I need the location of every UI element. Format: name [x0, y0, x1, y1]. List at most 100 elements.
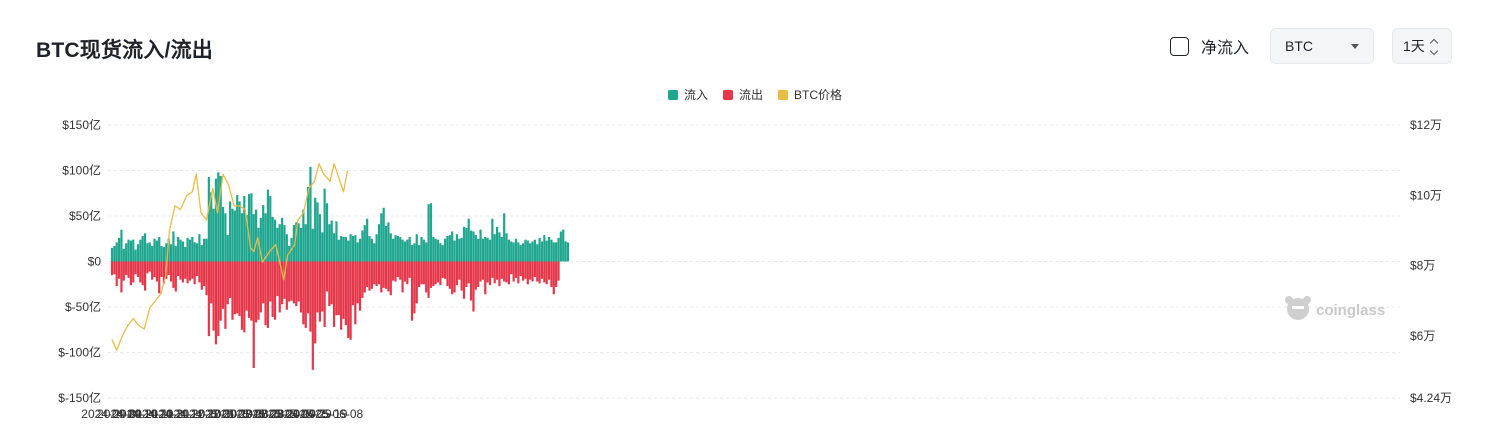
inflow-bar	[552, 242, 555, 262]
outflow-bar	[448, 261, 451, 289]
inflow-bar	[328, 224, 331, 262]
outflow-bar	[342, 261, 345, 319]
net-flow-checkbox[interactable]	[1170, 36, 1189, 56]
asset-select[interactable]: BTC	[1270, 28, 1374, 64]
inflow-bar	[444, 238, 447, 262]
interval-select-value: 1天	[1403, 38, 1425, 54]
inflow-bar	[429, 203, 433, 262]
outflow-bar	[555, 261, 558, 287]
x-tick-label: 2024-11-20	[145, 407, 206, 421]
x-tick-label: 2025-03-20	[239, 407, 301, 421]
outflow-bar	[236, 261, 239, 314]
outflow-bar	[543, 261, 546, 283]
outflow-bar	[288, 261, 291, 302]
inflow-bar	[297, 223, 300, 262]
outflow-bar	[155, 261, 158, 282]
inflow-bar	[141, 236, 144, 262]
inflow-bar	[413, 243, 416, 262]
inflow-bar	[167, 238, 170, 262]
inflow-bar	[316, 202, 319, 262]
inflow-bar	[219, 175, 222, 262]
legend-swatch	[723, 90, 733, 100]
inflow-bar	[370, 238, 373, 262]
outflow-bar	[484, 261, 487, 295]
inflow-bar	[281, 217, 284, 262]
outflow-bar	[169, 261, 173, 282]
inflow-bar	[380, 213, 383, 262]
outflow-bar	[162, 261, 166, 284]
inflow-bar	[198, 234, 201, 262]
outflow-bar	[295, 261, 298, 307]
inflow-bar	[200, 245, 203, 262]
outflow-bar	[550, 261, 553, 287]
inflow-bar	[493, 234, 496, 262]
outflow-bar	[314, 261, 317, 344]
outflow-bar	[151, 261, 154, 280]
net-flow-toggle[interactable]: 净流入	[1170, 28, 1249, 64]
outflow-bar	[396, 261, 399, 277]
y-right-tick-label: $4.24万	[1410, 391, 1452, 405]
outflow-bar	[217, 261, 220, 337]
inflow-bar	[160, 246, 163, 262]
outflow-bar	[477, 261, 480, 287]
outflow-bar	[403, 261, 407, 282]
inflow-bar	[304, 224, 307, 262]
inflow-bar	[193, 242, 196, 262]
inflow-bar	[557, 237, 560, 262]
y-left-tick-label: $0	[88, 255, 102, 269]
inflow-bar	[458, 238, 461, 262]
outflow-bar	[436, 261, 440, 283]
outflow-bar	[529, 261, 532, 280]
inflow-bar	[236, 195, 239, 262]
interval-select[interactable]: 1天	[1392, 28, 1452, 64]
outflow-bar	[351, 261, 355, 306]
outflow-bar	[503, 261, 506, 282]
inflow-bar	[521, 243, 525, 262]
inflow-bar	[233, 210, 236, 262]
outflow-bar	[203, 261, 206, 287]
page-title: BTC现货流入/流出	[36, 39, 213, 62]
y-right-tick-label: $12万	[1410, 118, 1442, 132]
inflow-bar	[252, 214, 255, 262]
inflow-bar	[212, 208, 215, 262]
outflow-bar	[439, 261, 442, 286]
inflow-bar	[427, 204, 430, 262]
outflow-bar	[207, 261, 210, 337]
y-left-tick-label: $-150亿	[58, 390, 101, 405]
inflow-bar	[169, 244, 173, 262]
outflow-bar	[273, 261, 277, 320]
outflow-bar	[354, 261, 357, 325]
outflow-bar	[193, 261, 196, 285]
inflow-bar	[455, 234, 459, 262]
inflow-bar	[129, 240, 132, 262]
inflow-bar	[181, 241, 184, 262]
y-right-tick-label: $10万	[1410, 188, 1442, 202]
outflow-bar	[467, 261, 470, 284]
outflow-bar	[500, 261, 503, 279]
inflow-bar	[134, 249, 137, 262]
outflow-bar	[392, 261, 395, 281]
outflow-bar	[335, 261, 338, 316]
inflow-bar	[259, 217, 262, 262]
inflow-bar	[325, 203, 329, 262]
outflow-bar	[212, 261, 215, 331]
outflow-bar	[493, 261, 496, 284]
inflow-bar	[337, 239, 340, 262]
y-left-tick-label: $-100亿	[58, 345, 101, 360]
outflow-bar	[337, 261, 340, 316]
outflow-bar	[271, 261, 274, 318]
outflow-bar	[453, 261, 456, 293]
outflow-bar	[444, 261, 447, 279]
outflow-bar	[184, 261, 187, 279]
x-tick-label: 2024-10-31	[129, 407, 191, 421]
inflow-bar	[309, 166, 312, 262]
outflow-bar	[177, 261, 180, 277]
inflow-bar	[441, 245, 444, 262]
coinglass-logo-icon	[1285, 296, 1311, 320]
inflow-bar	[389, 233, 392, 262]
inflow-bar	[269, 195, 272, 262]
legend-swatch	[668, 90, 678, 100]
inflow-bar	[243, 195, 246, 262]
inflow-bar	[186, 237, 189, 262]
inflow-bar	[559, 231, 562, 262]
